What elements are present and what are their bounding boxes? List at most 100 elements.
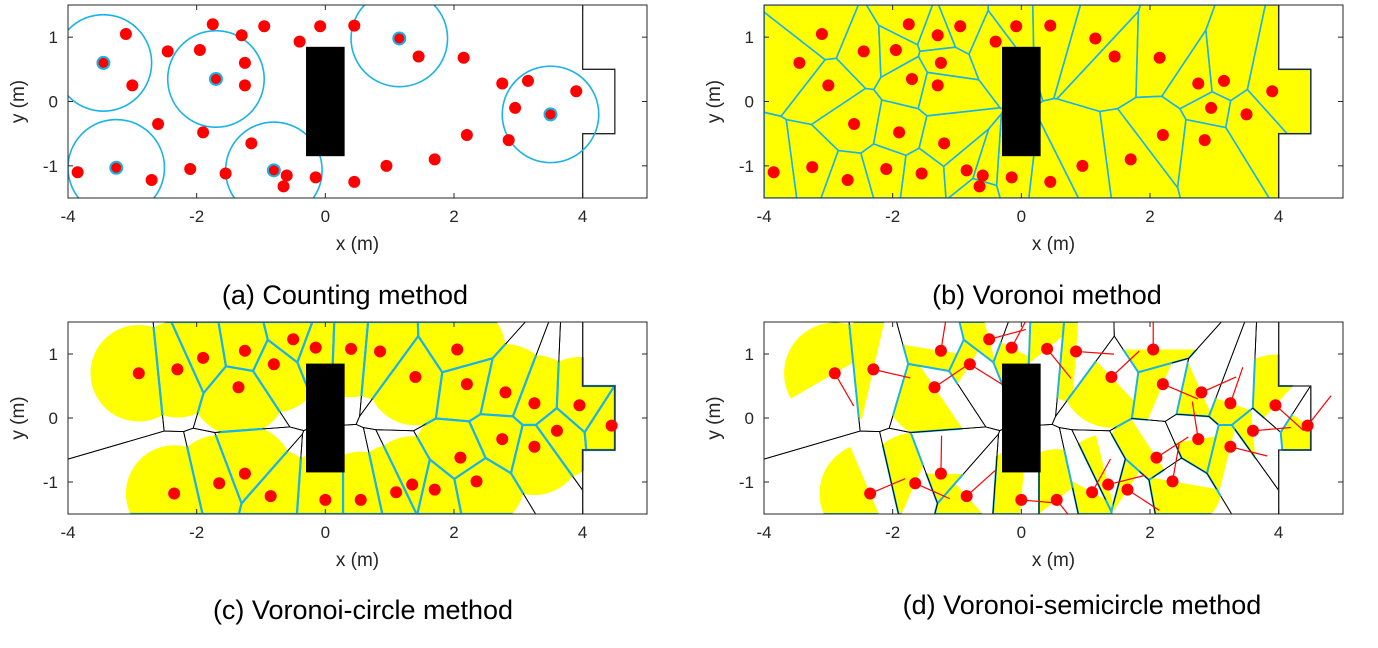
pedestrian-point (1224, 440, 1237, 453)
plot-area (764, 5, 1312, 198)
heading-line (1127, 489, 1160, 511)
pedestrian-point (258, 20, 271, 33)
pedestrian-point (828, 367, 841, 380)
y-tick-label: -1 (43, 473, 58, 492)
measurement-circle (68, 118, 166, 198)
pedestrian-point (406, 478, 419, 491)
pedestrian-point (168, 487, 181, 500)
pedestrian-point (264, 490, 277, 503)
x-tick-label: 0 (1017, 207, 1026, 226)
x-tick-label: 0 (321, 523, 330, 542)
heading-line (1191, 401, 1199, 440)
y-tick-label: 1 (745, 345, 754, 364)
x-tick-label: 2 (449, 207, 458, 226)
heading-line (1011, 322, 1026, 348)
pedestrian-point (309, 341, 322, 354)
pedestrian-point (238, 467, 251, 480)
pedestrian-point (1102, 478, 1115, 491)
pedestrian-point (983, 333, 996, 346)
pedestrian-point (1192, 77, 1205, 90)
pedestrian-point (161, 45, 174, 58)
y-tick-label: -1 (739, 157, 754, 176)
pedestrian-point (1156, 378, 1169, 391)
obstacle (1002, 363, 1041, 473)
pedestrian-point (864, 487, 877, 500)
pedestrian-point (238, 344, 251, 357)
pedestrian-point (380, 159, 393, 172)
pedestrian-point (528, 397, 541, 410)
pedestrian-point (1198, 134, 1211, 147)
x-tick-label: 4 (1274, 207, 1283, 226)
pedestrian-point (976, 169, 989, 182)
x-tick-label: -2 (189, 523, 204, 542)
voronoi-circle-cell (341, 451, 384, 514)
y-tick-label: -1 (43, 157, 58, 176)
pedestrian-point (145, 173, 158, 186)
y-axis-label: y (m) (704, 80, 725, 123)
obstacle (306, 46, 345, 157)
pedestrian-point (1044, 19, 1057, 32)
pedestrian-point (374, 345, 387, 358)
pedestrian-point (934, 56, 947, 69)
pedestrian-point (989, 35, 1002, 48)
pedestrian-point (219, 167, 232, 180)
x-axis-label: x (m) (1032, 234, 1075, 255)
pedestrian-point (280, 169, 293, 182)
exit-boundary (582, 322, 616, 514)
x-tick-label: 2 (1145, 523, 1154, 542)
x-tick-label: -4 (60, 523, 75, 542)
pedestrian-point (314, 20, 327, 33)
pedestrian-point (451, 343, 464, 356)
pedestrian-point (354, 493, 367, 506)
pedestrian-point (550, 424, 563, 437)
pedestrian-point (573, 399, 586, 412)
pedestrian-point (1010, 20, 1023, 33)
obstacle (306, 363, 345, 473)
pedestrian-point (857, 45, 870, 58)
pedestrian-point (509, 101, 522, 114)
pedestrian-point (1217, 74, 1230, 87)
pedestrian-point (1005, 341, 1018, 354)
pedestrian-point (502, 134, 515, 147)
heading-line (1229, 367, 1244, 404)
pedestrian-point (934, 467, 947, 480)
heading-line (1156, 436, 1189, 459)
pedestrian-point (902, 18, 915, 31)
heading-line (1110, 350, 1140, 378)
x-axis-label: x (m) (1032, 550, 1075, 571)
heading-line (1056, 499, 1069, 514)
pedestrian-point (457, 51, 470, 64)
pedestrian-point (767, 166, 780, 179)
pedestrian-point (905, 72, 918, 85)
pedestrian-point (213, 477, 226, 490)
pedestrian-point (1166, 475, 1179, 488)
measurement-circle (68, 13, 153, 112)
pedestrian-point (1246, 424, 1259, 437)
pedestrian-point (287, 333, 300, 346)
pedestrian-point (841, 173, 854, 186)
x-tick-label: 4 (578, 207, 587, 226)
pedestrian-point (1301, 419, 1314, 432)
x-tick-label: 0 (321, 207, 330, 226)
pedestrian-point (390, 486, 403, 499)
heading-line (934, 365, 967, 388)
pedestrian-point (938, 137, 951, 150)
voronoi-semicircle-cell (1054, 322, 1080, 402)
pedestrian-point (931, 29, 944, 42)
heading-line (1307, 395, 1332, 427)
center-point (266, 163, 281, 178)
voronoi-circle-cell (329, 322, 370, 398)
x-tick-label: 2 (449, 523, 458, 542)
heading-line (1252, 426, 1291, 432)
panel-b: -4 -2 0 2 4 -1 0 1 x (m) y (m) (704, 4, 1344, 255)
heading-line (989, 328, 1027, 340)
y-axis-label: y (m) (8, 80, 29, 123)
pedestrian-point (1076, 159, 1089, 172)
pedestrian-point (1205, 101, 1218, 114)
pedestrian-point (206, 18, 219, 31)
voronoi-semicircle-cell (1207, 386, 1258, 426)
pedestrian-point (867, 363, 880, 376)
heading-line (940, 435, 943, 474)
pedestrian-point (963, 358, 976, 371)
